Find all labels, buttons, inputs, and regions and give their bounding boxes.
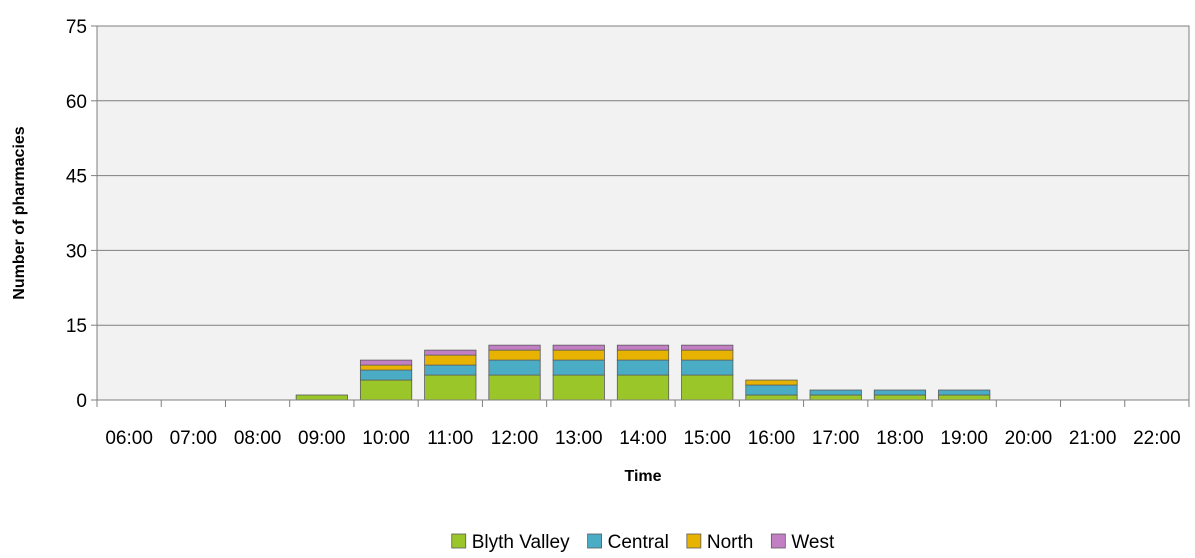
- bar-segment: [681, 344, 734, 351]
- gridlines: [97, 100, 1189, 326]
- bar-segment: [488, 374, 541, 401]
- bar-segment: [424, 349, 477, 356]
- x-tick-label: 06:00: [105, 428, 153, 449]
- legend-swatch: [770, 533, 786, 549]
- bar-segment: [745, 384, 798, 396]
- bar-segment: [552, 344, 605, 351]
- bar-segment: [616, 374, 670, 401]
- bar-segment: [424, 374, 477, 401]
- legend-label: Blyth Valley: [472, 532, 570, 553]
- bar-segment: [359, 359, 413, 366]
- legend-swatch: [587, 533, 603, 549]
- bar-segment: [938, 394, 991, 401]
- x-axis-title: Time: [624, 468, 661, 485]
- bar-segment: [873, 394, 927, 401]
- y-tick-label: 75: [66, 17, 87, 38]
- legend-swatch: [451, 533, 467, 549]
- x-tick-label: 13:00: [555, 428, 603, 449]
- bar-segment: [552, 374, 605, 401]
- legend-label: North: [707, 532, 753, 553]
- bar-segment: [745, 394, 798, 401]
- x-tick-label: 15:00: [683, 428, 731, 449]
- bar-segment: [552, 359, 605, 376]
- x-tick-label: 11:00: [427, 428, 473, 449]
- bar-segment: [424, 364, 477, 376]
- y-tick-label: 60: [66, 92, 87, 113]
- bar-segment: [295, 394, 348, 401]
- x-axis-ticks: 06:00 07:00 08:00 09:00 10:00 11:00 12:00 13:00…: [96, 399, 1190, 449]
- bar-segment: [359, 369, 413, 381]
- bar-segment: [809, 389, 862, 396]
- bar-segment: [359, 379, 413, 401]
- x-tick-label: 12:00: [491, 428, 539, 449]
- x-tick-label: 19:00: [940, 428, 988, 449]
- y-tick-label: 30: [66, 241, 87, 262]
- bar-segment: [681, 374, 734, 401]
- y-axis-title: Number of pharmacies: [11, 126, 28, 299]
- bar-segment: [488, 349, 541, 361]
- legend-label: Central: [608, 532, 669, 553]
- y-tick-label: 0: [76, 391, 87, 412]
- x-tick-label: 10:00: [362, 428, 410, 449]
- bar-segment: [938, 389, 991, 396]
- x-tick-label: 14:00: [619, 428, 667, 449]
- x-tick-label: 09:00: [298, 428, 346, 449]
- plot-area: [96, 25, 1190, 401]
- bar-segment: [681, 359, 734, 376]
- y-tick-label: 15: [66, 316, 87, 337]
- bar-segment: [873, 389, 927, 396]
- x-tick-label: 07:00: [170, 428, 218, 449]
- x-tick-label: 20:00: [1005, 428, 1053, 449]
- bars: [295, 344, 991, 401]
- bar-segment: [552, 349, 605, 361]
- bar-segment: [681, 349, 734, 361]
- legend-label: West: [791, 532, 835, 553]
- x-tick-label: 17:00: [812, 428, 860, 449]
- bar-segment: [616, 359, 670, 376]
- x-tick-label: 18:00: [876, 428, 924, 449]
- bar-segment: [488, 344, 541, 351]
- legend-swatch: [686, 533, 702, 549]
- bar-segment: [359, 364, 413, 371]
- bar-segment: [809, 394, 862, 401]
- y-axis-ticks: 0 15 30 45 60 75: [66, 17, 97, 412]
- x-tick-label: 08:00: [234, 428, 282, 449]
- bar-segment: [745, 379, 798, 386]
- x-tick-label: 16:00: [748, 428, 796, 449]
- bar-segment: [488, 359, 541, 376]
- x-tick-label: 22:00: [1133, 428, 1181, 449]
- legend: Blyth Valley Central North West: [451, 532, 835, 553]
- y-tick-label: 45: [66, 167, 87, 188]
- x-tick-label: 21:00: [1069, 428, 1117, 449]
- bar-segment: [424, 354, 477, 366]
- bar-segment: [616, 344, 670, 351]
- bar-segment: [616, 349, 670, 361]
